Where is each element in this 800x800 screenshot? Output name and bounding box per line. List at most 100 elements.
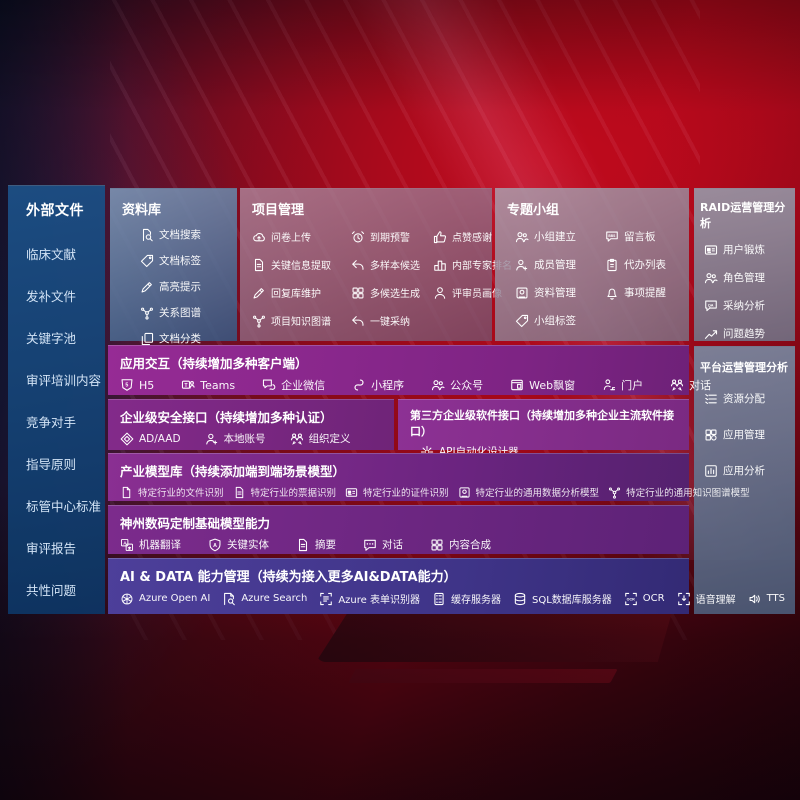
feature-item: 角色管理 [704, 270, 795, 285]
voice-icon [677, 592, 691, 606]
feature-item: 到期预警 [351, 229, 431, 244]
sidebar-item: 共性问题 [26, 583, 77, 598]
graph-icon [252, 314, 266, 328]
band-ai-data-capability: AI & DATA 能力管理（持续为接入更多AI&DATA能力） Azure O… [108, 558, 785, 614]
feature-item-label: 对话 [689, 379, 712, 392]
ad-icon [120, 432, 134, 446]
panel-title: 平台运营管理分析 [700, 361, 788, 374]
feature-item: AD/AAD [120, 432, 181, 446]
feature-item-label: 特定行业的通用知识图谱模型 [626, 488, 750, 499]
feature-item-label: 特定行业的通用数据分析模型 [475, 488, 600, 499]
person-plus-icon [515, 258, 529, 272]
feature-item: 高亮提示 [140, 279, 237, 294]
sidebar-item: 临床文献 [26, 247, 77, 262]
feature-item: 应用管理 [704, 427, 795, 442]
panel-raid-ops-analysis: RAID运营管理分析 用户锻炼 角色管理 采纳分析 问题趋势 [694, 188, 795, 341]
band-enterprise-security-interface: 企业级安全接口（持续增加多种认证） AD/AAD 本地账号 组织定义 [108, 399, 394, 450]
tag-icon [515, 314, 529, 328]
feature-item: 对话 [363, 537, 403, 552]
feature-item: Azure Open AI [120, 592, 210, 606]
panel-title: 项目管理 [252, 203, 305, 218]
panel-title: RAID运营管理分析 [700, 201, 786, 230]
feature-item: Azure Search [222, 592, 307, 606]
feature-item: 小程序 [352, 377, 404, 393]
feature-item-label: TTS [766, 593, 785, 604]
sidebar-item: 审评培训内容 [26, 373, 102, 388]
album-icon [515, 286, 529, 300]
dialog-icon [670, 378, 684, 392]
feature-item: 关系图谱 [140, 305, 237, 320]
background-stand-shape [316, 612, 672, 662]
feature-item-label: 特定行业的票据识别 [250, 488, 337, 499]
feature-item-label: 关键信息提取 [271, 261, 331, 272]
podium-icon [433, 258, 447, 272]
feature-item: 文档标签 [140, 253, 237, 268]
band-items: H5 Teams 企业微信 小程序 公众号 Web飘窗 门户 对话 [120, 377, 711, 393]
feature-item-label: Web飘窗 [529, 379, 576, 392]
band-items: AD/AAD 本地账号 组织定义 [120, 431, 382, 446]
feature-item: 问卷上传 [252, 229, 349, 244]
feature-item-label: 小组建立 [534, 231, 576, 243]
feature-item-label: 到期预警 [370, 233, 410, 244]
people-icon [704, 271, 718, 285]
feature-item: 公众号 [431, 377, 483, 393]
trend-icon [704, 327, 718, 341]
teams-icon [181, 378, 195, 392]
album-icon [458, 486, 471, 499]
doc-icon [120, 486, 133, 499]
cloud-up-icon [252, 230, 266, 244]
feature-item-label: 小组标签 [534, 315, 576, 327]
feature-item-label: 关键实体 [227, 539, 269, 551]
feature-item: 特定行业的通用知识图谱模型 [608, 485, 750, 499]
band-title: 产业模型库（持续添加端到端场景模型） [120, 464, 346, 479]
feature-item: 小组标签 [515, 313, 605, 328]
feature-item: 特定行业的通用数据分析模型 [458, 485, 600, 499]
feature-item: 关键信息提取 [252, 257, 349, 272]
feature-item-label: 内容合成 [449, 539, 491, 551]
feature-item: 特定行业的证件识别 [345, 485, 449, 499]
panel-topic-groups: 专题小组 小组建立 留言板 成员管理 代办列表 资料管理 事项提醒 小组标签 [495, 188, 689, 341]
person-plus-icon [205, 432, 219, 446]
feature-item-label: Teams [200, 378, 236, 392]
window-icon [510, 378, 524, 392]
feature-item-label: AD/AAD [139, 432, 181, 445]
feature-item: 小组建立 [515, 229, 605, 244]
sidebar-item: 指导原则 [26, 457, 77, 472]
feature-item: 成员管理 [515, 257, 605, 272]
ocr-icon [624, 592, 638, 606]
graph-icon [608, 486, 621, 499]
reply-icon [351, 314, 365, 328]
tts-icon [748, 592, 762, 606]
feature-item-label: 点赞感谢 [452, 233, 492, 244]
wechat-icon [262, 378, 276, 392]
chat-qa-icon [704, 299, 718, 313]
feature-item: 留言板 [605, 229, 689, 244]
band-title: 企业级安全接口（持续增加多种认证） [120, 410, 333, 425]
band-app-interaction: 应用交互（持续增加多种客户端） H5 Teams 企业微信 小程序 公众号 Web飘窗 门户… [108, 345, 711, 395]
feature-item-label: 资源分配 [723, 393, 765, 405]
sidebar-items: 临床文献 发补文件 关键字池 审评培训内容 竞争对手 指导原则 标管中心标准 审评报告 共性问题 [26, 244, 105, 599]
translate-icon [120, 538, 134, 552]
feature-item: 采纳分析 [704, 298, 795, 313]
people-icon [515, 230, 529, 244]
panel-library: 资料库 文档搜索 文档标签 高亮提示 关系图谱 文档分类 [110, 188, 237, 345]
sidebar-item: 关键字池 [26, 331, 77, 346]
feature-item-label: 文档标签 [159, 255, 201, 267]
feature-item: 摘要 [296, 537, 336, 552]
panel-items: 问卷上传 到期预警 点赞感谢 关键信息提取 多样本候选 内部专家排名 回复库维护 多候选生成评… [252, 229, 512, 328]
thumb-icon [433, 230, 447, 244]
panel-title: 外部文件 [26, 203, 84, 219]
idcard-icon [704, 243, 718, 257]
pen-icon [140, 280, 154, 294]
feature-item: 资料管理 [515, 285, 605, 300]
feature-item: 多样本候选 [351, 257, 431, 272]
feature-item-label: 成员管理 [534, 259, 576, 271]
feature-item: 文档分类 [140, 331, 237, 346]
panel-title: 专题小组 [507, 203, 560, 218]
feature-item-label: 高亮提示 [159, 281, 201, 293]
feature-item-label: 关系图谱 [159, 307, 201, 319]
dialog-icon [290, 432, 304, 446]
feature-item: 门户 [602, 377, 643, 393]
feature-item-label: 对话 [382, 539, 403, 551]
shield5-icon [120, 378, 134, 392]
